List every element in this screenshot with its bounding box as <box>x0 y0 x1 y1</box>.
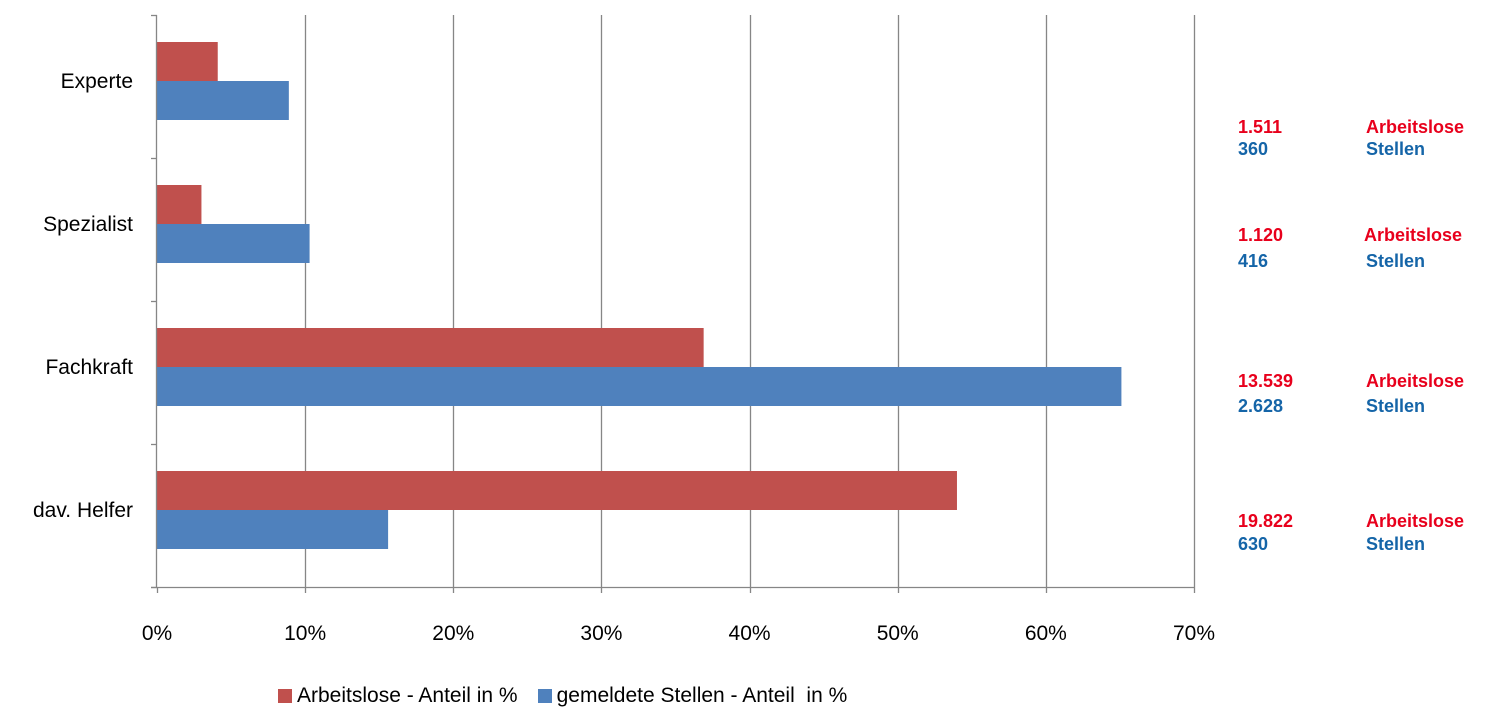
category-label: dav. Helfer <box>33 499 133 522</box>
arbeitslose-label: Arbeitslose <box>1366 117 1465 137</box>
legend-swatch-arbeitslose <box>278 689 292 703</box>
legend: Arbeitslose - Anteil in % gemeldete Stel… <box>278 684 847 708</box>
axes <box>151 14 1194 589</box>
x-tick-label: 0% <box>142 622 172 645</box>
legend-label-stellen: gemeldete Stellen - Anteil in % <box>556 684 848 707</box>
arbeitslose-label: Arbeitslose <box>1366 511 1465 531</box>
arbeitslose-count: 19.822 <box>1238 511 1294 531</box>
x-tick-label: 50% <box>877 622 919 645</box>
stellen-count: 360 <box>1238 139 1269 159</box>
category-labels: Experte Spezialist Fachkraft dav. Helfer <box>33 70 133 522</box>
arbeitslose-label: Arbeitslose <box>1366 371 1465 391</box>
stellen-count: 630 <box>1238 534 1269 554</box>
category-label: Experte <box>61 70 133 93</box>
category-label: Fachkraft <box>45 356 133 379</box>
bar-arbeitslose <box>157 328 704 367</box>
legend-item-arbeitslose: Arbeitslose - Anteil in % <box>278 684 518 708</box>
x-tick-label: 40% <box>729 622 771 645</box>
x-tick-label: 70% <box>1173 622 1215 645</box>
x-tick-labels: 0% 10% 20% 30% 40% 50% 60% 70% <box>142 622 1215 645</box>
x-tick-label: 10% <box>284 622 326 645</box>
stellen-label: Stellen <box>1366 139 1426 159</box>
stellen-label: Stellen <box>1366 251 1426 271</box>
legend-item-stellen: gemeldete Stellen - Anteil in % <box>537 684 848 708</box>
bar-stellen <box>157 81 289 120</box>
bars <box>157 42 1122 549</box>
stellen-label: Stellen <box>1366 396 1426 416</box>
arbeitslose-count: 1.120 <box>1238 225 1284 245</box>
legend-swatch-stellen <box>537 689 552 703</box>
stellen-count: 2.628 <box>1238 396 1284 416</box>
x-tick-label: 30% <box>580 622 622 645</box>
bar-arbeitslose <box>157 471 957 510</box>
x-tick-label: 60% <box>1025 622 1067 645</box>
bar-stellen <box>157 510 389 549</box>
x-tick-label: 20% <box>432 622 474 645</box>
bar-stellen <box>157 224 310 263</box>
bar-stellen <box>157 367 1122 406</box>
bar-arbeitslose <box>157 185 202 224</box>
stellen-label: Stellen <box>1366 534 1426 554</box>
arbeitslose-count: 13.539 <box>1238 371 1294 391</box>
arbeitslose-label: Arbeitslose <box>1364 225 1463 245</box>
legend-label-arbeitslose: Arbeitslose - Anteil in % <box>297 684 518 707</box>
stellen-count: 416 <box>1238 251 1269 271</box>
arbeitslose-count: 1.511 <box>1238 117 1283 137</box>
bar-arbeitslose <box>157 42 218 81</box>
category-label: Spezialist <box>43 213 133 236</box>
